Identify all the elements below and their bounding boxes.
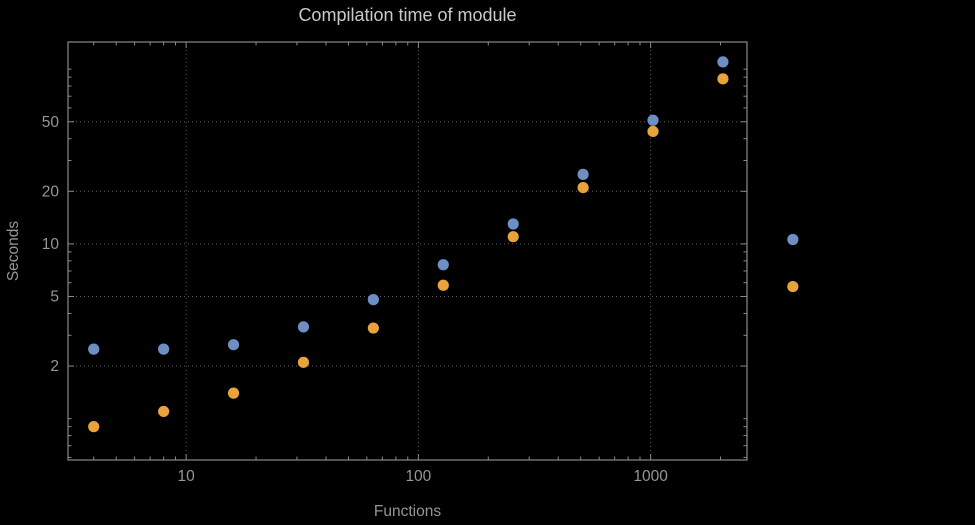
- data-point-series-1-blue: [717, 56, 729, 68]
- data-point-series-1-blue: [437, 259, 449, 271]
- x-axis-label: Functions: [373, 503, 442, 520]
- y-tick-label: 50: [42, 114, 60, 131]
- plot-frame: [67, 41, 748, 461]
- data-point-series-2-orange: [158, 405, 170, 418]
- data-point-series-1-blue: [647, 114, 659, 126]
- data-point-series-2-orange: [717, 73, 729, 85]
- y-tick-label: 10: [42, 236, 60, 253]
- data-point-series-1-blue: [787, 233, 799, 246]
- data-point-series-2-orange: [647, 125, 659, 138]
- x-tick-label: 100: [405, 468, 431, 485]
- data-point-series-1-blue: [227, 339, 240, 351]
- data-point-series-2-orange: [507, 231, 519, 243]
- data-point-series-2-orange: [577, 181, 589, 194]
- data-point-series-2-orange: [367, 322, 379, 334]
- x-tick-label: 1000: [633, 468, 668, 485]
- y-tick-label: 20: [42, 183, 60, 200]
- data-point-series-1-blue: [158, 343, 170, 355]
- data-point-series-2-orange: [227, 387, 240, 399]
- data-point-series-1-blue: [577, 168, 589, 180]
- data-point-series-2-orange: [787, 280, 799, 293]
- y-axis-label: Seconds: [5, 220, 22, 282]
- data-point-series-2-orange: [297, 356, 310, 368]
- data-point-series-1-blue: [88, 343, 100, 355]
- data-point-series-2-orange: [88, 421, 100, 433]
- y-tick-label: 5: [50, 289, 59, 306]
- y-tick-label: 2: [50, 358, 59, 375]
- x-tick-label: 10: [178, 468, 196, 485]
- data-point-series-1-blue: [297, 321, 310, 333]
- chart-title: Compilation time of module: [298, 5, 517, 25]
- data-point-series-2-orange: [437, 279, 449, 291]
- data-point-series-1-blue: [507, 218, 519, 230]
- data-point-series-1-blue: [367, 294, 379, 306]
